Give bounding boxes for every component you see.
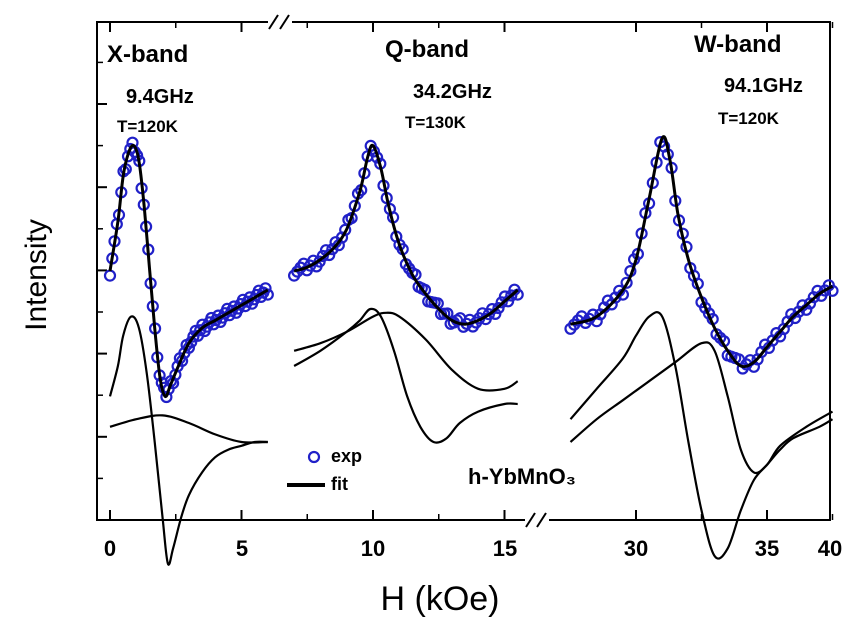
x-tick-label: 40 bbox=[818, 536, 842, 561]
fit-component-1-q-band bbox=[293, 307, 518, 444]
x-tick-label: 15 bbox=[493, 536, 517, 561]
exp-point-x-band bbox=[185, 336, 198, 349]
fit-total-x-band bbox=[108, 143, 269, 398]
exp-markers bbox=[103, 135, 839, 404]
legend: exp fit bbox=[287, 446, 362, 494]
exp-point-w-band bbox=[826, 284, 839, 297]
legend-exp-label: exp bbox=[331, 446, 362, 466]
q-band-temperature: T=130K bbox=[405, 113, 467, 132]
legend-exp-marker bbox=[307, 450, 321, 464]
x-band-label: X-band bbox=[107, 41, 188, 68]
fit-total-w-band bbox=[570, 135, 834, 369]
x-tick-label: 0 bbox=[104, 536, 116, 561]
axis-break-top bbox=[268, 14, 292, 30]
fit-total-q-band bbox=[293, 143, 519, 326]
x-tick-label: 35 bbox=[755, 536, 779, 561]
x-axis-label: H (kOe) bbox=[381, 580, 500, 618]
exp-point-q-band bbox=[335, 231, 349, 244]
legend-fit-label: fit bbox=[331, 474, 348, 494]
exp-point-w-band bbox=[807, 291, 820, 304]
q-band-label: Q-band bbox=[385, 36, 469, 63]
fit-component-2-x-band bbox=[109, 414, 268, 444]
x-band-frequency: 9.4GHz bbox=[126, 86, 194, 108]
fit-component-1-w-band bbox=[569, 311, 834, 560]
fit-component-2-w-band bbox=[569, 341, 834, 475]
exp-point-x-band bbox=[259, 282, 272, 295]
x-tick-label: 10 bbox=[361, 536, 385, 561]
exp-point-x-band bbox=[187, 330, 200, 343]
w-band-label: W-band bbox=[694, 31, 782, 58]
x-band-temperature: T=120K bbox=[117, 117, 179, 136]
fit-component-1-x-band bbox=[108, 315, 268, 566]
exp-point-w-band bbox=[620, 276, 633, 289]
w-band-frequency: 94.1GHz bbox=[724, 75, 803, 97]
y-axis-label: Intensity bbox=[20, 219, 53, 331]
q-band-frequency: 34.2GHz bbox=[413, 81, 492, 103]
exp-point-x-band bbox=[160, 390, 173, 404]
axis-ticks bbox=[97, 22, 834, 521]
w-band-temperature: T=120K bbox=[718, 109, 780, 128]
exp-point-x-band bbox=[103, 269, 117, 282]
curves bbox=[108, 307, 834, 566]
fit-component-2-q-band bbox=[293, 311, 519, 392]
x-tick-label: 5 bbox=[236, 536, 248, 561]
exp-point-x-band bbox=[194, 324, 207, 337]
x-tick-label: 30 bbox=[624, 536, 648, 561]
sample-label: h-YbMnO₃ bbox=[468, 464, 576, 489]
axis-break-bottom bbox=[525, 512, 549, 528]
